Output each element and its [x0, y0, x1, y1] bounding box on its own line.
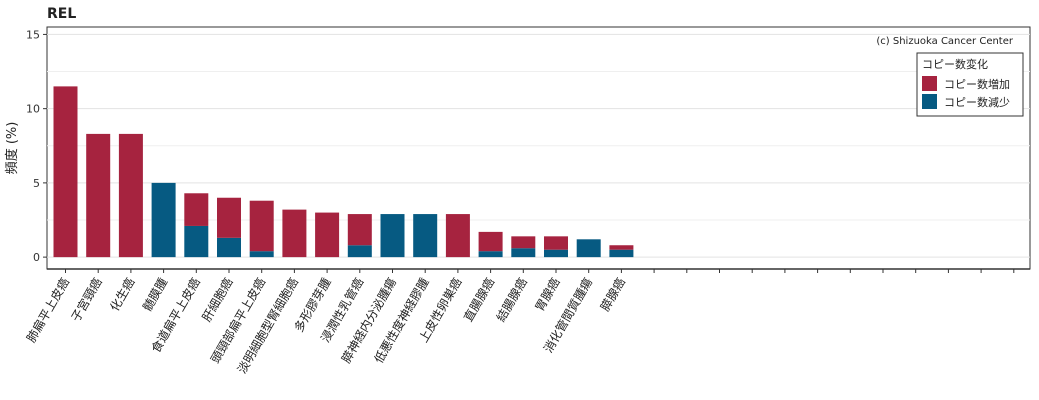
y-tick-label: 10 — [26, 103, 40, 116]
bar-loss — [151, 182, 176, 258]
bar-loss — [217, 237, 241, 258]
x-tick-label: 肺扁平上皮癌 — [23, 275, 72, 345]
legend-label: コピー数増加 — [944, 78, 1010, 91]
legend-label: コピー数減少 — [944, 95, 1010, 109]
gridlines — [47, 33, 1030, 258]
chart-title: REL — [47, 6, 76, 22]
bar-gain — [511, 236, 536, 249]
bar-gain — [118, 133, 143, 258]
y-tick-label: 0 — [33, 251, 40, 264]
x-tick-label: 肝細胞癌 — [199, 275, 236, 324]
bar-loss — [184, 225, 209, 258]
bar-gain — [609, 245, 634, 250]
bar-loss — [413, 214, 438, 258]
legend-title: コピー数変化 — [922, 57, 988, 71]
bar-gain — [86, 133, 111, 258]
bar-gain — [184, 193, 209, 226]
bar-gain — [217, 197, 241, 238]
x-tick-label: 化生癌 — [106, 275, 137, 314]
x-tick-label: 胃腺癌 — [532, 275, 563, 314]
bar-loss — [576, 239, 601, 258]
bar-gain — [315, 212, 340, 258]
bar-gain — [347, 214, 372, 246]
y-tick-label: 5 — [33, 177, 40, 190]
y-axis-label: 頻度 (%) — [4, 122, 20, 175]
bar-gain — [478, 231, 503, 252]
x-tick-label: 膵腺癌 — [597, 275, 628, 314]
x-tick-label: 髄膜腫 — [139, 275, 170, 314]
x-tick-label: 子宮頸癌 — [68, 275, 105, 324]
bar-loss — [380, 214, 405, 258]
bar-gain — [544, 236, 568, 250]
bars — [53, 86, 634, 258]
y-tick-label: 15 — [26, 28, 40, 41]
bar-loss — [544, 249, 568, 258]
bar-gain — [249, 200, 274, 252]
bar-loss — [478, 251, 503, 258]
bar-loss — [249, 251, 274, 258]
bar-loss — [609, 249, 634, 258]
x-tick-label: 淡明細胞型腎細胞癌 — [234, 275, 301, 376]
plot-area — [46, 26, 1031, 270]
bar-gain — [53, 86, 78, 258]
bar-gain — [445, 214, 470, 258]
bar-gain — [282, 209, 307, 258]
x-tick-label: 直腸腺癌 — [460, 275, 497, 324]
bar-loss — [511, 248, 536, 258]
credit-text: (c) Shizuoka Cancer Center — [876, 36, 1014, 47]
legend-swatch — [922, 94, 937, 109]
x-tick-label: 結腸腺癌 — [493, 275, 530, 324]
bar-loss — [347, 245, 372, 258]
legend-swatch — [922, 76, 937, 91]
